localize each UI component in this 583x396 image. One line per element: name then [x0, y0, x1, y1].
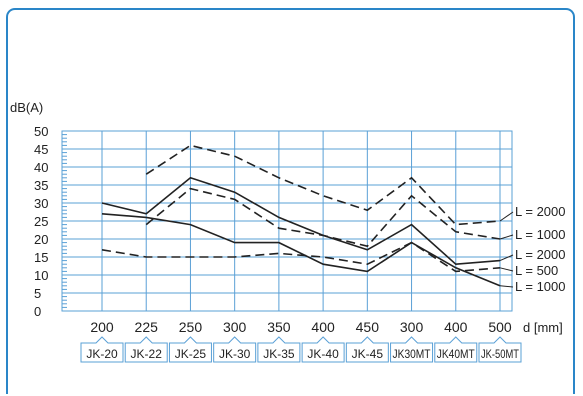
x-tick-label: 400 [311, 319, 335, 335]
series-label: L = 500 [515, 263, 558, 278]
series-line [101, 213, 501, 287]
series-leader [499, 267, 514, 272]
category-label: JK-22 [131, 347, 163, 361]
y-tick-label: 40 [34, 160, 48, 175]
category-label: JK-25 [175, 347, 207, 361]
category-label: JK-45 [352, 347, 384, 361]
category-box [168, 336, 212, 363]
x-tick-label: 500 [488, 319, 512, 335]
series-line [101, 176, 501, 266]
y-tick-label: 25 [34, 214, 48, 229]
x-tick-label: 350 [267, 319, 291, 335]
y-tick-label: 30 [34, 196, 48, 211]
y-tick-label: 45 [34, 142, 48, 157]
category-box [390, 336, 434, 363]
y-axis-label: dB(A) [10, 100, 43, 115]
x-tick-label: 300 [223, 319, 247, 335]
x-tick-label: 300 [400, 319, 424, 335]
series-leader [499, 211, 514, 222]
series-leader [499, 254, 514, 262]
grid [61, 130, 513, 312]
x-tick-label: 250 [179, 319, 203, 335]
series-lines [101, 144, 501, 287]
y-tick-label: 15 [34, 250, 48, 265]
y-tick-labels: 0 5 10 15 20 25 30 35 40 45 50 [34, 124, 48, 319]
category-label: JK-30 [219, 347, 251, 361]
category-label: JK-20 [86, 347, 118, 361]
chart-frame [6, 8, 575, 394]
series-line [101, 241, 501, 273]
series-label: L = 1000 [515, 227, 565, 242]
x-tick-label: 225 [135, 319, 159, 335]
category-label: JK-35 [263, 347, 295, 361]
category-box [213, 336, 257, 363]
category-label: JK30MT [393, 347, 432, 361]
series-leader [499, 234, 514, 240]
category-label: JK-50MT [481, 347, 520, 361]
x-tick-label: 450 [356, 319, 380, 335]
x-tick-label: 400 [444, 319, 468, 335]
series-label: L = 1000 [515, 279, 565, 294]
x-tick-label: 200 [90, 319, 114, 335]
category-label: JK-40 [307, 347, 339, 361]
y-tick-label: 20 [34, 232, 48, 247]
y-tick-label: 50 [34, 124, 48, 139]
series-line [145, 144, 501, 226]
series-label: L = 2000 [515, 247, 565, 262]
series-leader [499, 285, 514, 288]
category-labels: JK-20 JK-22 JK-25 JK-30 JK-35 JK-40 JK-45 JK30M… [80, 336, 522, 363]
y-tick-label: 0 [34, 304, 41, 319]
y-tick-label: 35 [34, 178, 48, 193]
series-label: L = 2000 [515, 204, 565, 219]
y-tick-label: 5 [34, 286, 41, 301]
category-box [124, 336, 168, 363]
category-box [434, 336, 478, 363]
x-axis-label: d [mm] [523, 320, 563, 335]
category-box [80, 336, 124, 363]
category-box [301, 336, 345, 363]
category-box [257, 336, 301, 363]
y-tick-label: 10 [34, 268, 48, 283]
x-tick-labels: 200 225 250 300 350 400 450 300 400 500 [90, 319, 512, 335]
category-box [345, 336, 389, 363]
category-label: JK40MT [437, 347, 476, 361]
category-box [478, 336, 522, 363]
